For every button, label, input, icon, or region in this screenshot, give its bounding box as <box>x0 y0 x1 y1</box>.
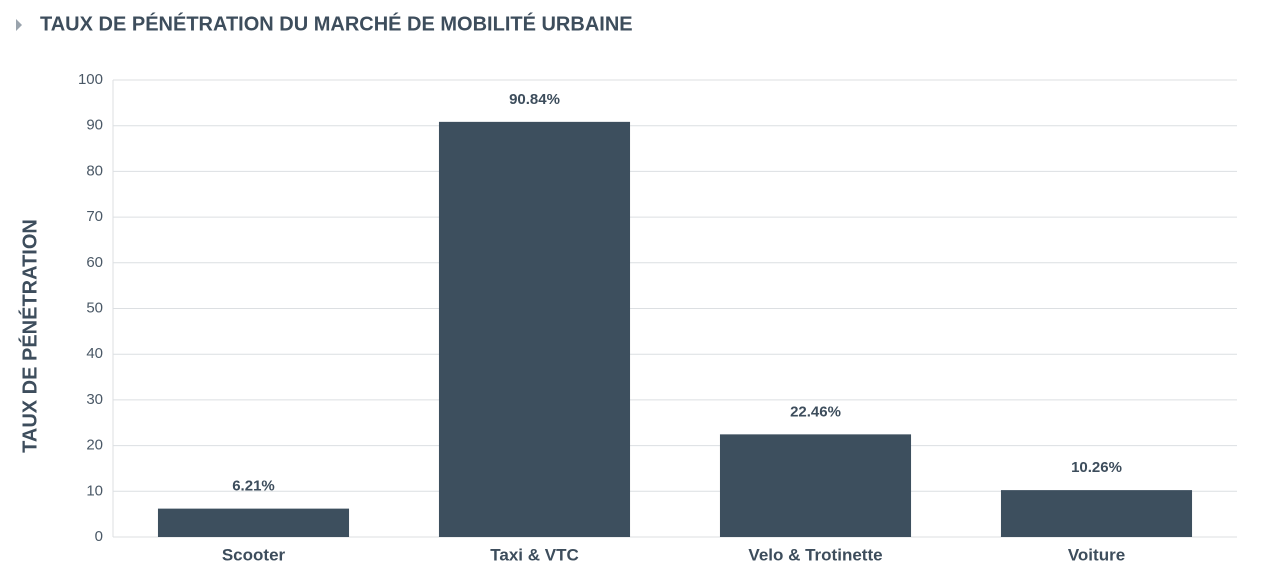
chart-title: TAUX DE PÉNÉTRATION DU MARCHÉ DE MOBILIT… <box>40 12 633 35</box>
value-label: 22.46% <box>790 403 841 420</box>
value-label: 90.84% <box>509 91 560 108</box>
y-tick-label: 100 <box>78 71 103 88</box>
bar <box>438 121 631 537</box>
x-tick-label: Scooter <box>222 545 286 564</box>
bar <box>1000 490 1193 537</box>
bar <box>157 508 350 537</box>
y-tick-label: 80 <box>86 162 103 179</box>
value-label: 10.26% <box>1071 459 1122 476</box>
y-tick-label: 90 <box>86 117 103 134</box>
y-tick-label: 70 <box>86 208 103 225</box>
y-axis-label: TAUX DE PÉNÉTRATION <box>18 219 41 453</box>
y-tick-label: 20 <box>86 437 103 454</box>
title-icon <box>16 19 22 31</box>
y-tick-label: 30 <box>86 391 103 408</box>
y-tick-label: 50 <box>86 299 103 316</box>
bar <box>719 434 912 537</box>
y-tick-label: 40 <box>86 345 103 362</box>
x-tick-label: Voiture <box>1068 545 1125 564</box>
value-label: 6.21% <box>232 478 275 495</box>
y-tick-label: 0 <box>95 528 103 545</box>
y-tick-label: 10 <box>86 482 103 499</box>
x-tick-label: Taxi & VTC <box>490 545 578 564</box>
y-tick-label: 60 <box>86 254 103 271</box>
x-tick-label: Velo & Trotinette <box>748 545 882 564</box>
